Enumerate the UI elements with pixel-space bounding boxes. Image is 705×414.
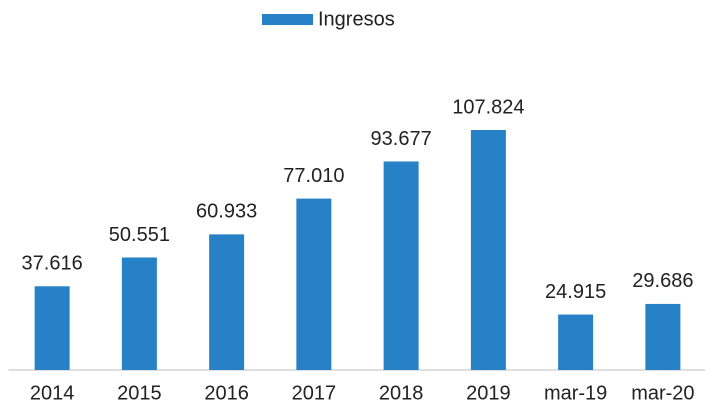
x-tick-label: 2017 <box>292 382 337 404</box>
value-label: 60.933 <box>196 201 257 223</box>
bar <box>209 234 245 370</box>
x-tick-label: mar-19 <box>544 382 607 404</box>
legend-swatch <box>262 14 313 25</box>
bar <box>558 314 594 370</box>
value-label: 29.686 <box>632 270 693 292</box>
bar <box>645 303 681 370</box>
value-label: 107.824 <box>452 96 524 118</box>
bar <box>34 286 70 370</box>
value-label: 37.616 <box>22 253 83 275</box>
value-label: 77.010 <box>283 165 344 187</box>
value-label: 93.677 <box>371 128 432 150</box>
x-tick-label: 2019 <box>466 382 511 404</box>
x-tick-label: 2018 <box>379 382 424 404</box>
bar <box>470 130 506 370</box>
value-label: 50.551 <box>109 224 170 246</box>
legend-label: Ingresos <box>318 8 395 30</box>
bar <box>296 198 332 370</box>
x-tick-label: 2014 <box>30 382 75 404</box>
x-tick-label: 2016 <box>204 382 249 404</box>
x-tick-label: 2015 <box>117 382 162 404</box>
x-tick-label: mar-20 <box>631 382 694 404</box>
bar <box>121 257 157 370</box>
bar <box>383 161 419 370</box>
value-label: 24.915 <box>545 281 606 303</box>
